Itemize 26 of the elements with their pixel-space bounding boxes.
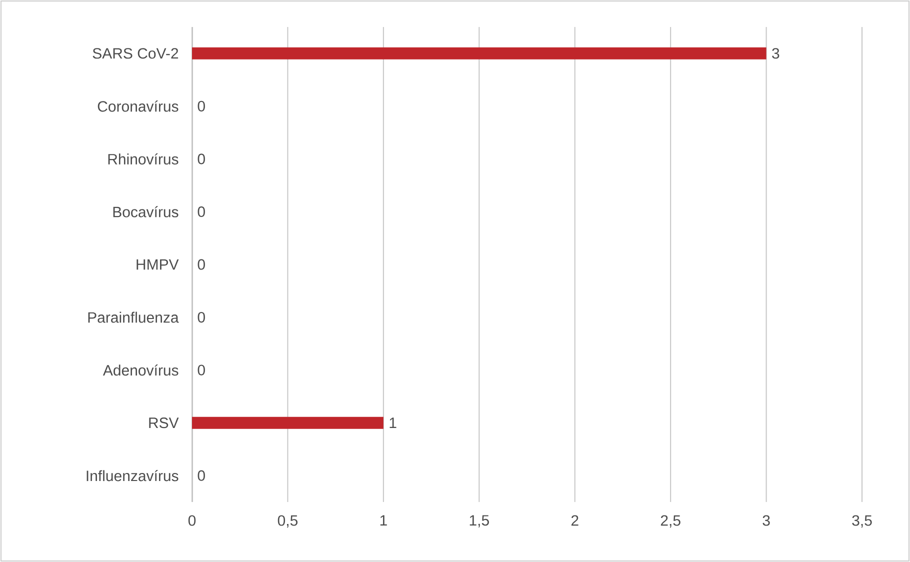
data-label: 0 <box>198 100 205 112</box>
data-label: 3 <box>772 48 780 59</box>
data-label: 0 <box>198 206 205 218</box>
y-tick-label: Rhinovírus <box>108 153 178 165</box>
x-tick-label: 1 <box>380 515 387 526</box>
x-tick-label: 0 <box>188 515 196 526</box>
data-label: 0 <box>198 364 205 376</box>
x-tick-label: 0,5 <box>278 515 298 528</box>
x-tick-label: 3,5 <box>852 515 872 528</box>
data-label: 0 <box>198 470 205 481</box>
x-tick-label: 2,5 <box>660 515 680 528</box>
y-tick-label: RSV <box>149 418 179 428</box>
x-tick-label: 2 <box>571 515 578 526</box>
y-tick-label: SARS CoV-2 <box>92 48 178 59</box>
y-tick-label: Bocavírus <box>113 206 178 218</box>
y-tick-label: Parainfluenza <box>88 312 179 323</box>
y-tick-label: HMPV <box>136 259 179 270</box>
y-tick-label: Influenzavírus <box>86 470 178 482</box>
x-tick-label: 1,5 <box>470 515 489 528</box>
data-label: 1 <box>390 418 396 428</box>
data-label: 0 <box>198 312 205 323</box>
x-tick-label: 3 <box>762 515 770 526</box>
y-tick-label: Coronavírus <box>98 100 178 112</box>
data-label: 0 <box>198 259 205 270</box>
y-tick-label: Adenovírus <box>102 364 178 376</box>
data-label: 0 <box>198 154 205 164</box>
